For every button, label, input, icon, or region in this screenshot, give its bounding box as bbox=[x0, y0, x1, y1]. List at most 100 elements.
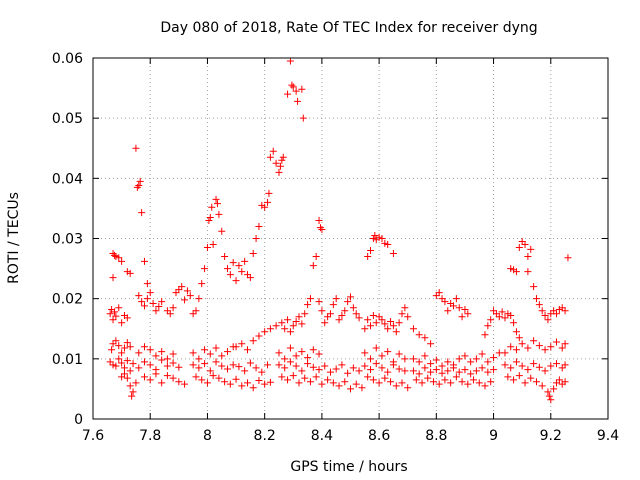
data-point bbox=[507, 265, 515, 273]
data-point bbox=[561, 361, 569, 369]
data-point bbox=[492, 310, 500, 318]
data-point bbox=[304, 360, 312, 368]
data-point bbox=[484, 358, 492, 366]
data-point bbox=[421, 334, 429, 342]
data-point bbox=[146, 376, 154, 384]
data-point bbox=[218, 362, 226, 370]
data-point bbox=[512, 268, 520, 276]
data-point bbox=[444, 367, 452, 375]
data-point bbox=[484, 368, 492, 376]
data-point bbox=[115, 342, 123, 350]
data-point bbox=[364, 316, 372, 324]
data-point bbox=[507, 312, 515, 320]
data-point bbox=[429, 378, 437, 386]
data-point bbox=[561, 307, 569, 315]
data-point bbox=[524, 344, 532, 352]
data-point bbox=[201, 346, 209, 354]
data-point bbox=[438, 369, 446, 377]
data-point bbox=[244, 379, 251, 387]
data-point bbox=[316, 224, 324, 232]
x-tick-label: 7.6 bbox=[82, 428, 104, 444]
data-point bbox=[309, 262, 317, 270]
data-point bbox=[564, 254, 572, 262]
data-point bbox=[541, 367, 549, 375]
data-point bbox=[272, 159, 280, 167]
data-point bbox=[389, 250, 397, 258]
data-point bbox=[106, 310, 114, 318]
data-point bbox=[169, 374, 177, 382]
data-point bbox=[123, 314, 131, 322]
y-tick-label: 0.06 bbox=[52, 51, 83, 67]
data-point bbox=[309, 346, 317, 354]
data-point bbox=[275, 361, 283, 369]
y-tick-label: 0.05 bbox=[52, 111, 83, 127]
data-point bbox=[367, 366, 375, 374]
data-point bbox=[375, 233, 383, 241]
data-point bbox=[158, 348, 166, 356]
data-point bbox=[381, 374, 389, 382]
data-point bbox=[261, 380, 269, 388]
data-point bbox=[441, 376, 449, 384]
data-point bbox=[252, 235, 260, 242]
data-point bbox=[553, 338, 560, 346]
data-point bbox=[109, 340, 117, 348]
data-point bbox=[490, 366, 498, 374]
data-point bbox=[288, 81, 296, 89]
data-point bbox=[215, 374, 223, 382]
data-point bbox=[189, 349, 197, 357]
data-point bbox=[401, 304, 409, 312]
data-point bbox=[292, 362, 300, 370]
data-point bbox=[364, 253, 372, 261]
data-point bbox=[553, 310, 560, 318]
x-tick-label: 8.6 bbox=[368, 428, 390, 444]
data-point bbox=[306, 295, 314, 303]
data-point bbox=[238, 340, 246, 348]
data-point bbox=[481, 382, 489, 390]
y-axis-label: ROTI / TECUs bbox=[6, 192, 22, 284]
data-point bbox=[371, 231, 379, 239]
data-point bbox=[375, 379, 383, 387]
data-point bbox=[123, 357, 131, 365]
data-point bbox=[295, 313, 303, 321]
y-tick-labels: 0 0.01 0.02 0.03 0.04 0.05 0.06 bbox=[52, 51, 83, 428]
x-tick-label: 7.8 bbox=[139, 428, 161, 444]
data-point bbox=[381, 320, 389, 328]
data-point bbox=[501, 361, 509, 369]
data-point bbox=[326, 310, 334, 318]
data-point bbox=[318, 380, 326, 388]
data-point bbox=[352, 310, 360, 318]
data-point bbox=[361, 349, 369, 357]
data-point bbox=[289, 372, 297, 380]
data-point bbox=[241, 257, 249, 265]
data-point bbox=[389, 322, 397, 330]
data-point bbox=[141, 343, 148, 351]
data-point bbox=[490, 307, 498, 315]
data-point bbox=[326, 368, 334, 376]
data-point bbox=[146, 361, 154, 369]
data-point bbox=[435, 289, 443, 297]
data-point bbox=[464, 380, 472, 388]
data-point bbox=[458, 378, 466, 386]
data-point bbox=[249, 384, 257, 392]
data-point bbox=[409, 367, 417, 375]
y-tick-label: 0.04 bbox=[52, 171, 83, 187]
data-point bbox=[367, 355, 375, 363]
data-point bbox=[175, 286, 183, 294]
data-point bbox=[261, 328, 269, 336]
data-point bbox=[192, 373, 200, 381]
data-point bbox=[172, 289, 180, 297]
data-point bbox=[555, 305, 563, 313]
data-point bbox=[304, 354, 312, 362]
data-point bbox=[384, 325, 392, 333]
data-point bbox=[141, 373, 148, 381]
data-point bbox=[450, 364, 457, 372]
data-point bbox=[266, 378, 274, 386]
data-point bbox=[547, 362, 555, 370]
data-point bbox=[444, 307, 452, 315]
data-point bbox=[281, 355, 289, 363]
data-point bbox=[292, 87, 300, 95]
data-point bbox=[149, 299, 157, 307]
data-point bbox=[221, 253, 229, 261]
data-point bbox=[246, 359, 254, 367]
data-point bbox=[438, 295, 446, 303]
